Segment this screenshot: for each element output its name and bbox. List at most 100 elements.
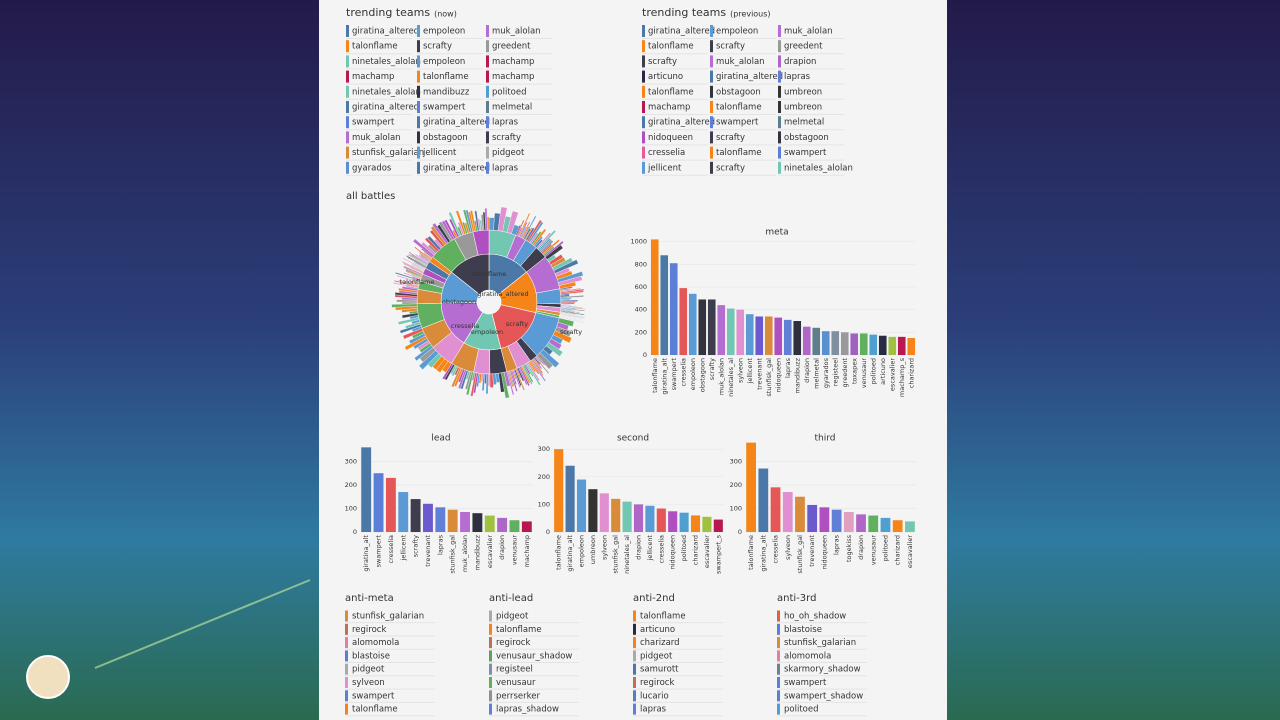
sunburst-outer xyxy=(553,259,579,274)
bar xyxy=(688,293,697,355)
x-tick-label: empoleon xyxy=(578,535,586,567)
bar xyxy=(888,336,897,355)
sunburst-outer xyxy=(394,292,418,297)
team-member: machamp xyxy=(352,72,394,82)
x-tick-label: giratina_alt xyxy=(362,535,370,572)
x-tick-label: drapion xyxy=(635,535,643,560)
sunburst-outer xyxy=(506,210,519,234)
sunburst-outer xyxy=(427,235,442,251)
sunburst-outer xyxy=(457,369,467,389)
bar xyxy=(509,520,520,532)
team-member: obstagoon xyxy=(423,133,468,143)
x-tick-label: obstagoon xyxy=(698,358,706,392)
team-color xyxy=(346,55,349,68)
shooting-star xyxy=(94,579,311,669)
team-member: perrserker xyxy=(496,691,540,701)
sunburst-outer xyxy=(519,366,530,387)
bar xyxy=(472,513,483,532)
bar xyxy=(850,333,859,355)
bar xyxy=(707,299,716,355)
bar xyxy=(843,512,854,532)
team-color xyxy=(778,161,781,174)
y-tick-label: 100 xyxy=(730,504,742,512)
sunburst-outer xyxy=(545,342,564,357)
team-member: talonflame xyxy=(648,87,694,97)
bar xyxy=(783,319,792,355)
team-color xyxy=(710,40,713,53)
sunburst-outer xyxy=(486,216,490,231)
team-color xyxy=(778,101,781,113)
team-member: blastoise xyxy=(784,625,822,635)
bar xyxy=(669,263,678,355)
bar xyxy=(868,515,879,532)
bar xyxy=(484,515,495,532)
sunburst-outer xyxy=(396,275,421,283)
section-note: (previous) xyxy=(730,10,770,19)
x-tick-label: giratina_alt xyxy=(566,535,574,572)
bar xyxy=(821,331,830,355)
x-tick-label: drapion xyxy=(803,358,811,383)
y-tick-label: 0 xyxy=(353,528,357,536)
team-member: regirock xyxy=(352,625,386,635)
team-color xyxy=(489,690,492,702)
team-member: articuno xyxy=(648,72,683,82)
sunburst-label: cresselia xyxy=(451,322,479,330)
team-member: scrafty xyxy=(648,57,677,67)
y-tick-label: 300 xyxy=(538,445,550,453)
x-tick-label: cresselia xyxy=(657,535,665,563)
bar xyxy=(905,521,915,532)
team-color xyxy=(489,637,492,649)
team-member: empoleon xyxy=(423,57,465,67)
team-color xyxy=(345,610,348,622)
team-color xyxy=(345,690,348,702)
bar xyxy=(859,333,868,355)
x-tick-label: escavalier xyxy=(486,535,494,568)
sunburst-outer xyxy=(391,303,418,308)
section-title: all battles xyxy=(346,191,395,202)
sunburst-outer xyxy=(560,295,584,299)
team-member: scrafty xyxy=(492,133,521,143)
bar xyxy=(831,509,842,532)
sunburst-outer xyxy=(542,239,560,256)
x-tick-label: talonflame xyxy=(555,535,563,570)
bar xyxy=(447,509,458,532)
bar xyxy=(668,511,678,532)
team-color xyxy=(777,637,780,649)
x-tick-label: lapras xyxy=(784,357,792,378)
x-tick-label: trevenant xyxy=(755,358,763,390)
team-member: lapras xyxy=(640,705,667,715)
sunburst-outer xyxy=(421,241,437,256)
team-member: greedent xyxy=(784,42,823,52)
sunburst-outer xyxy=(559,314,583,319)
x-tick-label: swampert_s xyxy=(714,534,722,574)
sunburst-outer xyxy=(461,221,468,234)
team-color xyxy=(642,116,645,129)
team-member: gyarados xyxy=(352,163,392,173)
sunburst-outer xyxy=(557,271,584,283)
team-color xyxy=(346,40,349,53)
team-member: registeel xyxy=(496,665,533,675)
bar xyxy=(385,477,396,532)
team-color xyxy=(486,161,489,174)
x-tick-label: articuno xyxy=(879,358,887,385)
team-color xyxy=(486,55,489,68)
team-color xyxy=(417,40,420,53)
team-member: talonflame xyxy=(352,42,398,52)
x-tick-label: machamp_s xyxy=(898,357,906,397)
sunburst-outer xyxy=(519,222,528,238)
x-tick-label: talonflame xyxy=(747,535,755,570)
team-color xyxy=(778,25,781,37)
team-member: pidgeot xyxy=(496,612,529,622)
bar xyxy=(656,508,666,532)
sunburst-outer xyxy=(412,238,435,258)
team-color xyxy=(633,703,636,715)
team-color xyxy=(633,663,636,675)
team-color xyxy=(417,116,420,129)
x-tick-label: mandibuzz xyxy=(473,534,481,570)
team-member: swampert_shadow xyxy=(784,691,863,701)
team-member: swampert xyxy=(784,678,827,688)
sunburst-outer xyxy=(401,286,419,292)
sunburst-outer xyxy=(517,367,525,382)
bar xyxy=(840,332,849,355)
x-tick-label: venusaur xyxy=(510,535,518,566)
